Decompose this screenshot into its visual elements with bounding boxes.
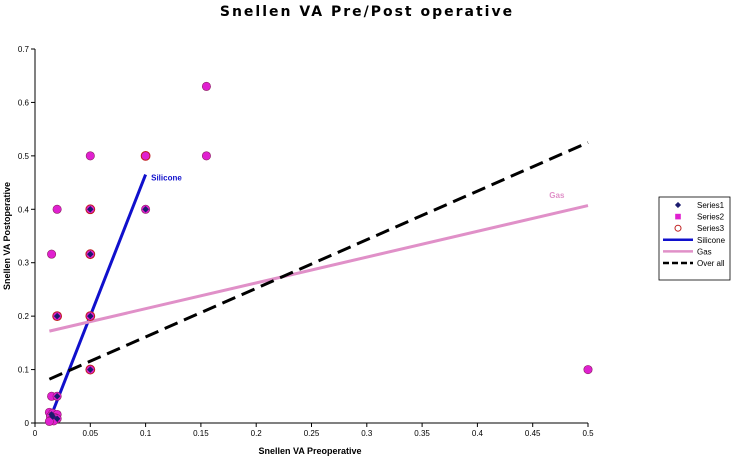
y-tick-label: 0.1 — [18, 366, 30, 375]
series3-point — [85, 249, 96, 260]
annotation-silicone: Silicone — [151, 174, 182, 183]
legend-label-series1: Series1 — [697, 201, 725, 210]
legend-swatch-series1 — [674, 201, 682, 209]
series1-point — [86, 312, 94, 320]
series2-point — [201, 151, 211, 161]
x-tick-label: 0.05 — [83, 429, 99, 438]
series1-point — [53, 312, 61, 320]
series2-point — [583, 365, 593, 375]
x-tick-label: 0.4 — [472, 429, 484, 438]
series2-point — [201, 81, 211, 91]
series1-point — [86, 205, 94, 213]
x-tick-label: 0 — [33, 429, 38, 438]
series3-point — [85, 311, 96, 322]
trend-line-over-all — [48, 141, 589, 381]
x-tick-label: 0.15 — [193, 429, 209, 438]
series1-point — [86, 366, 94, 373]
series3-point — [85, 204, 96, 215]
x-tick-label: 0.2 — [251, 429, 263, 438]
x-tick-label: 0.35 — [414, 429, 430, 438]
series3-point — [140, 150, 151, 161]
x-tick-label: 0.45 — [525, 429, 541, 438]
series1-point — [49, 413, 57, 420]
legend-swatch-series2 — [675, 213, 681, 220]
legend-box — [658, 196, 731, 281]
series2-point — [52, 204, 62, 214]
legend-swatch-series3 — [674, 224, 682, 232]
series2-point — [85, 151, 95, 161]
series3-point — [52, 311, 63, 322]
series2-point — [47, 249, 57, 259]
series1-point — [142, 205, 149, 213]
x-tick-label: 0.1 — [140, 429, 152, 438]
x-tick-label: 0.5 — [582, 429, 594, 438]
legend-label-silicone: Silicone — [697, 236, 726, 245]
series1-point — [53, 415, 61, 423]
y-tick-label: 0.5 — [18, 152, 30, 161]
trend-line-gas — [49, 204, 589, 333]
y-tick-label: 0 — [25, 419, 30, 428]
x-tick-label: 0.3 — [361, 429, 373, 438]
y-tick-label: 0.2 — [18, 312, 30, 321]
y-tick-label: 0.4 — [18, 205, 30, 214]
plot-area: 0 0.05 0.1 0.15 0.2 0.25 0.3 0.35 0.4 0.45 0.5 0 0.1… — [18, 45, 594, 438]
y-axis-title: Snellen VA Postoperative — [2, 182, 12, 290]
legend-label-series2: Series2 — [697, 213, 725, 222]
annotation-gas: Gas — [549, 191, 565, 200]
series3-point — [85, 364, 96, 375]
y-tick-label: 0.6 — [18, 98, 30, 107]
x-tick-label: 0.25 — [304, 429, 320, 438]
x-axis-title: Snellen VA Preoperative — [258, 446, 361, 456]
y-tick-label: 0.7 — [18, 45, 30, 54]
series1-point — [86, 250, 94, 258]
y-tick-label: 0.3 — [18, 259, 30, 268]
series1-point — [53, 392, 61, 400]
trend-line-silicone — [47, 174, 147, 421]
legend-label-series3: Series3 — [697, 224, 725, 233]
series2-point — [44, 416, 54, 426]
chart-title: Snellen VA Pre/Post operative — [220, 4, 514, 20]
legend-label-over-all: Over all — [697, 259, 725, 268]
legend-label-gas: Gas — [697, 247, 712, 256]
legend: Series1 Series2 Series3 Silicone Gas Over all — [658, 196, 731, 281]
